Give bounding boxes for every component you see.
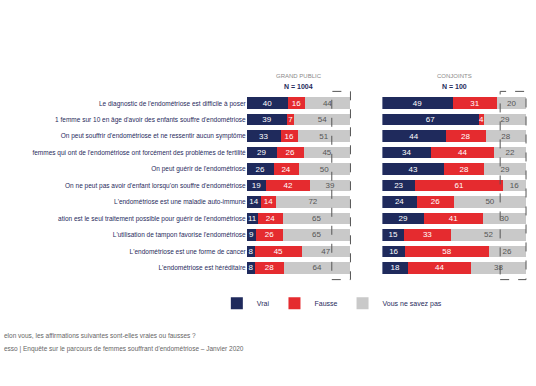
svg-text:26: 26: [503, 247, 512, 256]
svg-text:7: 7: [288, 115, 293, 124]
svg-text:39: 39: [326, 181, 335, 190]
svg-text:14: 14: [249, 197, 258, 206]
svg-text:Le diagnostic de l'endométrios: Le diagnostic de l'endométriose est diff…: [99, 100, 247, 108]
svg-text:26: 26: [265, 230, 274, 239]
svg-text:19: 19: [252, 181, 261, 190]
svg-text:16: 16: [510, 181, 519, 190]
svg-text:61: 61: [455, 181, 464, 190]
svg-text:1 femme sur 10 en âge d'avoir: 1 femme sur 10 en âge d'avoir des enfant…: [55, 116, 246, 124]
svg-text:44: 44: [435, 263, 444, 272]
svg-text:52: 52: [484, 230, 493, 239]
svg-text:22: 22: [505, 148, 514, 157]
svg-text:8: 8: [248, 263, 253, 272]
svg-text:54: 54: [318, 115, 327, 124]
svg-text:26: 26: [255, 165, 264, 174]
svg-text:72: 72: [308, 197, 317, 206]
svg-text:N = 1004: N = 1004: [284, 83, 313, 90]
svg-text:18: 18: [391, 263, 400, 272]
svg-text:24: 24: [266, 214, 275, 223]
svg-text:4: 4: [479, 115, 484, 124]
svg-text:33: 33: [423, 230, 432, 239]
svg-text:15: 15: [388, 230, 397, 239]
svg-text:43: 43: [409, 165, 418, 174]
svg-text:44: 44: [458, 148, 467, 157]
svg-text:16: 16: [292, 99, 301, 108]
svg-text:L'endométriose est héréditaire: L'endométriose est héréditaire: [158, 264, 246, 271]
svg-text:26: 26: [286, 148, 295, 157]
svg-text:11: 11: [248, 214, 257, 223]
svg-text:28: 28: [461, 132, 470, 141]
svg-text:47: 47: [321, 247, 330, 256]
svg-text:26: 26: [431, 197, 440, 206]
svg-text:39: 39: [262, 115, 271, 124]
svg-text:31: 31: [470, 99, 479, 108]
svg-text:On ne peut pas avoir d'enfant: On ne peut pas avoir d'enfant lorsqu'on …: [65, 182, 246, 190]
svg-text:28: 28: [460, 165, 469, 174]
svg-text:9: 9: [249, 230, 254, 239]
svg-text:65: 65: [312, 214, 321, 223]
svg-text:34: 34: [402, 148, 411, 157]
svg-text:On peut guérir de l'endométrio: On peut guérir de l'endométriose: [151, 165, 246, 173]
svg-text:GRAND PUBLIC: GRAND PUBLIC: [276, 73, 322, 79]
svg-text:58: 58: [442, 247, 451, 256]
svg-text:16: 16: [285, 132, 294, 141]
svg-text:L'endométriose est une forme d: L'endométriose est une forme de cancer: [130, 248, 247, 255]
svg-text:28: 28: [265, 263, 274, 272]
svg-text:8: 8: [248, 247, 253, 256]
svg-text:41: 41: [449, 214, 458, 223]
svg-text:28: 28: [501, 132, 510, 141]
svg-text:On peut souffrir d'endométrios: On peut souffrir d'endométriose et ne re…: [61, 132, 246, 140]
svg-text:67: 67: [426, 115, 435, 124]
svg-text:44: 44: [323, 99, 332, 108]
svg-text:45: 45: [322, 148, 331, 157]
svg-text:Vous ne savez pas: Vous ne savez pas: [383, 300, 442, 308]
svg-text:45: 45: [274, 247, 283, 256]
svg-text:50: 50: [320, 165, 329, 174]
svg-text:29: 29: [500, 165, 509, 174]
svg-text:30: 30: [500, 214, 509, 223]
svg-text:L'endométriose est une maladie: L'endométriose est une maladie auto-immu…: [114, 198, 246, 205]
svg-text:23: 23: [394, 181, 403, 190]
svg-text:N = 100: N = 100: [442, 83, 467, 90]
svg-text:33: 33: [259, 132, 268, 141]
svg-text:Fausse: Fausse: [314, 300, 337, 307]
svg-text:29: 29: [398, 214, 407, 223]
svg-text:femmes qui ont de l'endométrio: femmes qui ont de l'endométriose ont for…: [32, 149, 246, 157]
svg-text:44: 44: [409, 132, 418, 141]
svg-text:L'utilisation de tampon favori: L'utilisation de tampon favorise l'endom…: [113, 231, 246, 239]
svg-text:CONJOINTS: CONJOINTS: [437, 73, 472, 79]
svg-text:Vrai: Vrai: [257, 300, 270, 307]
svg-text:14: 14: [264, 197, 273, 206]
svg-text:ation est le seul traitement p: ation est le seul traitement possible po…: [58, 215, 246, 223]
svg-text:49: 49: [413, 99, 422, 108]
svg-text:64: 64: [313, 263, 322, 272]
svg-text:24: 24: [395, 197, 404, 206]
svg-text:29: 29: [257, 148, 266, 157]
svg-text:65: 65: [312, 230, 321, 239]
svg-text:16: 16: [389, 247, 398, 256]
svg-text:50: 50: [485, 197, 494, 206]
svg-text:42: 42: [283, 181, 292, 190]
svg-text:40: 40: [263, 99, 272, 108]
svg-text:esso | Enquête sur le parcours: esso | Enquête sur le parcours de femmes…: [4, 345, 244, 353]
svg-text:38: 38: [494, 263, 503, 272]
svg-text:elon vous, les affirmations su: elon vous, les affirmations suivantes so…: [4, 332, 196, 339]
svg-text:20: 20: [507, 99, 516, 108]
svg-text:29: 29: [500, 115, 509, 124]
svg-text:51: 51: [319, 132, 328, 141]
svg-text:24: 24: [281, 165, 290, 174]
